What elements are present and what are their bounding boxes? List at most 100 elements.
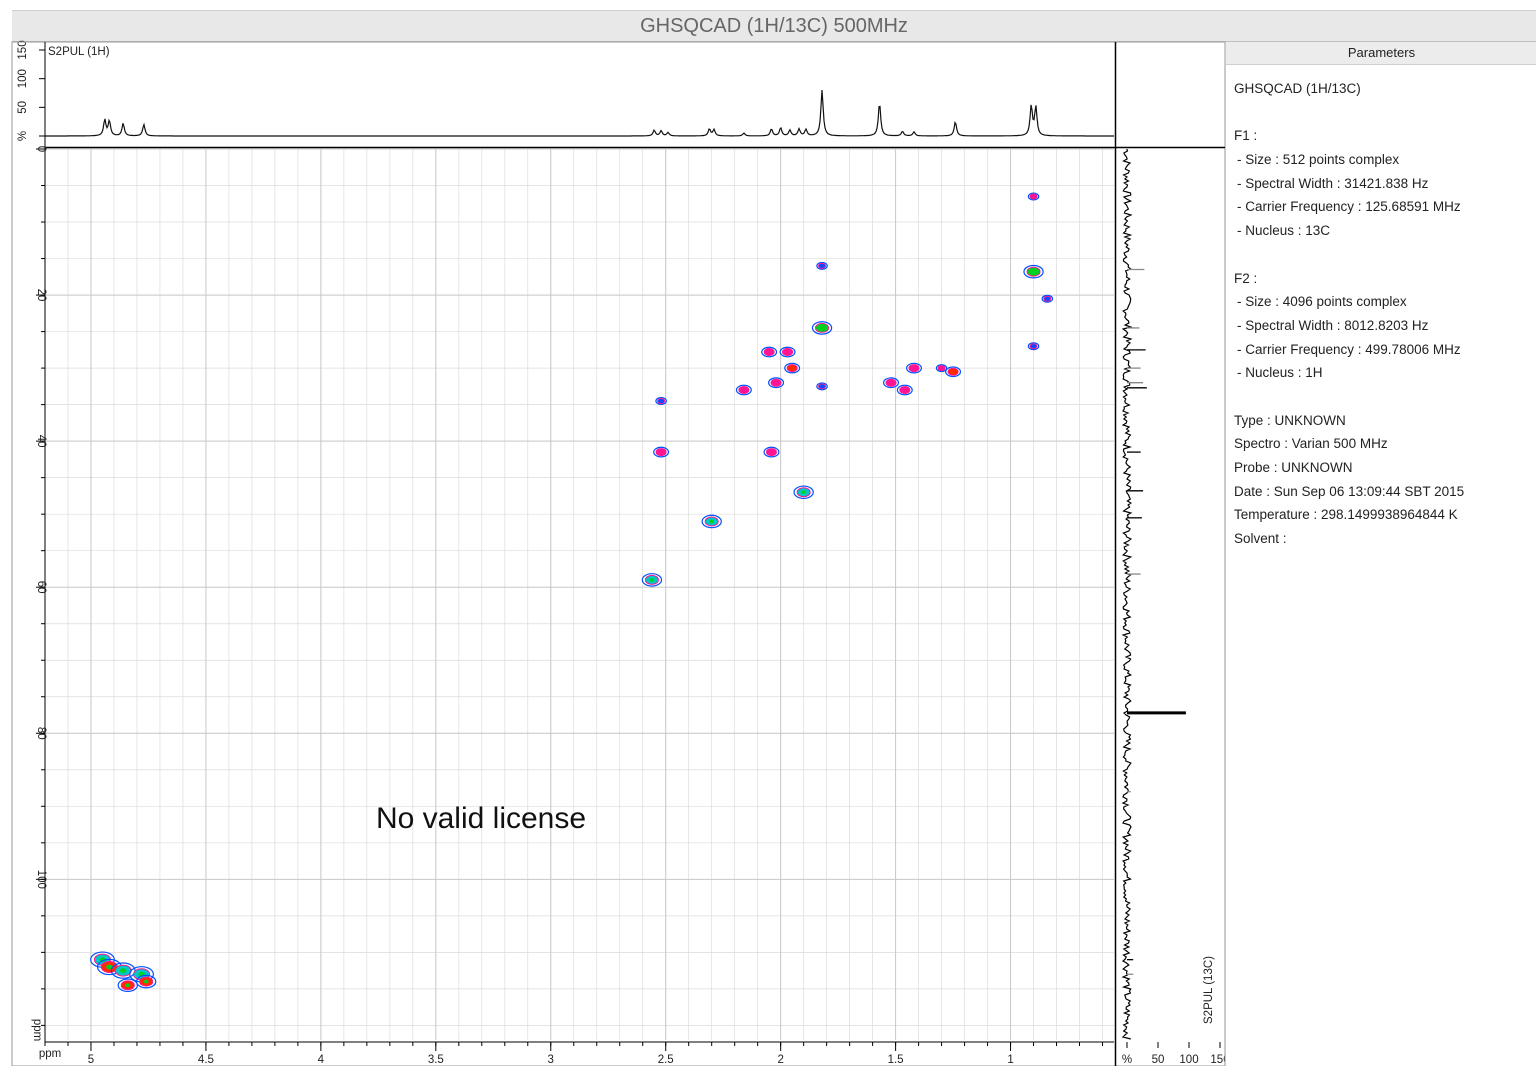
cross-peak-outer-contour — [905, 362, 922, 374]
y-tick-label: 100 — [35, 870, 47, 889]
cross-peak — [655, 396, 667, 405]
x-axis-label: ppm — [39, 1048, 61, 1060]
cross-peak-outer-contour — [896, 384, 913, 396]
parameter-line: - Nucleus : 1H — [1237, 365, 1323, 381]
right-axis-tick-label: 100 — [1179, 1054, 1198, 1066]
window-title: GHSQCAD (1H/13C) 500MHz — [12, 10, 1536, 42]
cross-peak-outer-contour — [117, 978, 138, 993]
cross-peak-core — [786, 364, 798, 373]
cross-peak-core — [937, 365, 946, 372]
license-watermark: No valid license — [376, 802, 586, 835]
cross-peak-center — [125, 983, 131, 988]
y-tick-label: 60 — [35, 581, 47, 594]
cross-peak — [768, 377, 785, 389]
cross-peak — [135, 974, 157, 989]
axes: 5 4.5 4 3.5 3 2.5 2 1.5 1 ppm 0 20 40 60 80 100 ppm — [11, 41, 1225, 1066]
cross-peak-outer-contour — [701, 514, 722, 529]
cross-peak-core — [899, 386, 911, 395]
y-tick-label: 40 — [35, 435, 47, 448]
cross-peak-core — [770, 378, 782, 387]
cross-peak-core — [765, 448, 777, 457]
cross-peak — [653, 446, 670, 458]
top-projection: S2PUL (1H)% 50 100 150 — [17, 40, 1114, 141]
cross-peak-outer-contour — [816, 382, 828, 391]
x-tick-label: 3.5 — [428, 1054, 444, 1066]
parameter-line: - Size : 4096 points complex — [1237, 294, 1407, 310]
top-axis-tick-label: 150 — [17, 40, 29, 59]
parameter-line: F1 : — [1234, 128, 1258, 144]
parameter-line: - Size : 512 points complex — [1237, 152, 1400, 168]
cross-peak — [117, 978, 138, 993]
cross-peak-core — [1029, 343, 1038, 350]
cross-peak-outer-contour — [641, 573, 663, 587]
cross-peak — [945, 366, 962, 378]
parameter-line: Probe : UNKNOWN — [1234, 460, 1353, 475]
right-projection-label: S2PUL (13C) — [1203, 956, 1215, 1024]
cross-peak-core — [655, 448, 667, 457]
contour-peaks — [90, 192, 1054, 993]
plot-frame — [11, 41, 1225, 1066]
hsqc-chart[interactable]: S2PUL (1H)% 50 100 150 % 50 100 150 S2PUL (13C)… — [0, 0, 1225, 1066]
cross-peak — [96, 958, 122, 976]
top-axis-tick-label: % — [17, 131, 29, 141]
cross-peak — [811, 321, 833, 335]
cross-peak-center — [119, 968, 127, 974]
parameters-panel: Parameters GHSQCAD (1H/13C) F1 : - Size :… — [1225, 42, 1536, 1066]
parameter-line: Type : UNKNOWN — [1234, 412, 1346, 428]
cross-peak-outer-contour — [816, 261, 828, 270]
top-projection-label: S2PUL (1H) — [48, 46, 110, 58]
cross-peak — [1027, 192, 1040, 201]
cross-peak-outer-contour — [811, 321, 833, 335]
cross-peak-core — [1029, 193, 1038, 200]
parameter-line: Spectro : Varian 500 MHz — [1234, 436, 1388, 452]
cross-peak-core — [908, 364, 920, 373]
cross-peak-center — [709, 519, 715, 524]
cross-peak-core — [818, 383, 827, 390]
cross-peak-outer-contour — [135, 974, 157, 989]
cross-peak — [763, 446, 780, 458]
parameter-line: - Spectral Width : 31421.838 Hz — [1237, 175, 1429, 191]
cross-peak — [784, 362, 801, 374]
cross-peak-outer-contour — [779, 346, 796, 358]
parameter-line: - Spectral Width : 8012.8203 Hz — [1237, 317, 1429, 333]
parameter-line: Date : Sun Sep 06 13:09:44 SBT 2015 — [1234, 483, 1465, 499]
cross-peak-center — [819, 326, 825, 330]
parameter-line: - Nucleus : 13C — [1237, 223, 1331, 239]
cross-peak — [896, 384, 913, 396]
cross-peak — [935, 364, 948, 373]
cross-peak-center — [143, 979, 149, 984]
cross-peak-core — [818, 262, 827, 269]
cross-peak-core — [763, 348, 775, 357]
top-axis-tick-label: 50 — [17, 101, 29, 114]
cross-peak-outer-contour — [945, 366, 962, 378]
right-axis-tick-label: 150 — [1210, 1054, 1225, 1066]
cross-peak-outer-contour — [883, 377, 900, 389]
cross-peak-outer-contour — [768, 377, 785, 389]
x-tick-label: 4.5 — [198, 1054, 214, 1066]
top-axis-tick-label: 100 — [17, 69, 29, 88]
parameter-line: F2 : — [1234, 270, 1258, 286]
cross-peak-outer-contour — [735, 384, 752, 396]
proton-spectrum-trace — [45, 89, 1114, 137]
cross-peak — [816, 382, 828, 391]
x-tick-label: 3 — [548, 1054, 554, 1066]
cross-peak — [1041, 294, 1054, 303]
cross-peak-center — [1031, 269, 1036, 274]
right-axis-tick-label: % — [1122, 1054, 1132, 1066]
parameter-line: - Carrier Frequency : 499.78006 MHz — [1237, 341, 1461, 357]
cross-peak — [905, 362, 922, 374]
y-axis-label: ppm — [31, 1019, 43, 1041]
y-tick-label: 80 — [35, 727, 47, 740]
cross-peak-center — [99, 957, 106, 963]
cross-peak-center — [801, 490, 807, 495]
cross-peak-outer-contour — [1023, 264, 1044, 279]
cross-peak-center — [649, 578, 655, 582]
x-tick-label: 2 — [777, 1054, 783, 1066]
cross-peak-outer-contour — [655, 396, 667, 405]
parameters-list: GHSQCAD (1H/13C) F1 : - Size : 512 points… — [1226, 65, 1536, 551]
right-axis-tick-label: 50 — [1152, 1054, 1165, 1066]
x-tick-label: 1 — [1007, 1054, 1013, 1066]
parameter-line: - Carrier Frequency : 125.68591 MHz — [1237, 199, 1461, 215]
cross-peak-core — [738, 386, 750, 395]
cross-peak-core — [1043, 295, 1052, 302]
